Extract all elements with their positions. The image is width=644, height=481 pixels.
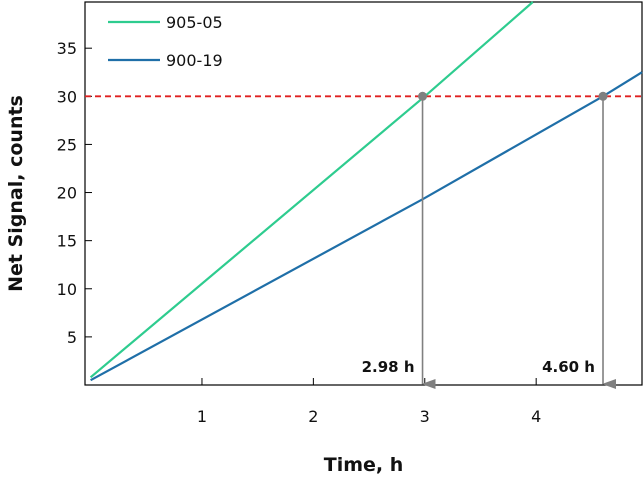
- x-tick-label: 4: [531, 407, 541, 426]
- annotation-label: 2.98 h: [362, 358, 415, 376]
- annotation-label: 4.60 h: [542, 358, 595, 376]
- annotations: 2.98 h 4.60 h: [362, 91, 617, 389]
- series-line-900-19: [90, 71, 643, 382]
- crossing-marker: [598, 91, 608, 101]
- plot-frame: [84, 1, 643, 386]
- crossing-marker: [418, 91, 428, 101]
- x-axis-label: Time, h: [324, 454, 404, 476]
- legend-label: 905-05: [166, 13, 223, 32]
- x-tick-label: 1: [197, 407, 207, 426]
- x-tick-label: 3: [420, 407, 430, 426]
- legend-label: 900-19: [166, 51, 223, 70]
- y-tick-label: 35: [57, 39, 77, 58]
- y-tick-label: 5: [67, 328, 77, 347]
- series-line-905-05: [89, 1, 534, 379]
- x-tick-label: 2: [308, 407, 318, 426]
- y-tick-label: 15: [57, 232, 77, 251]
- y-ticks: 5 10 15 20 25 30 35: [57, 39, 92, 347]
- y-tick-label: 10: [57, 280, 77, 299]
- legend: 905-05 900-19: [108, 13, 223, 70]
- y-tick-label: 20: [57, 184, 77, 203]
- y-tick-label: 25: [57, 135, 77, 154]
- y-tick-label: 30: [57, 87, 77, 106]
- y-axis-label: Net Signal, counts: [5, 95, 27, 292]
